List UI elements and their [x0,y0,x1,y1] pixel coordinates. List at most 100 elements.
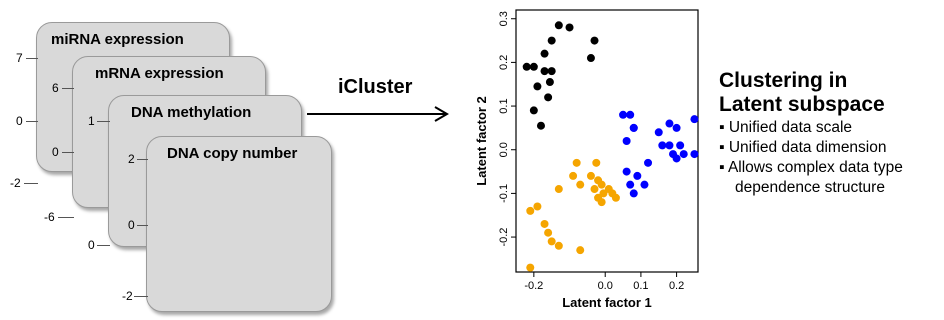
x-tick-label: 0.2 [669,280,684,292]
data-point [526,206,535,215]
tick-mark [58,217,74,218]
data-point [540,67,549,76]
data-point [586,171,595,180]
data-point [690,115,699,124]
data-point [526,263,535,272]
y-tick-label: 0.2 [498,55,510,70]
y-tick-label: 0.1 [498,98,510,113]
data-point [529,62,538,71]
data-point [629,189,638,198]
arrow-label: iCluster [338,76,413,98]
data-point [597,180,606,189]
data-point [590,36,599,45]
tick-mark [24,183,38,184]
tick-mark [26,121,38,122]
data-point [629,123,638,132]
tick-mark [134,296,148,297]
data-point [672,154,681,163]
data-point [529,106,538,115]
y-axis-label: Latent factor 2 [474,96,489,186]
data-point [569,171,578,180]
data-point [540,49,549,58]
data-point [544,228,553,237]
data-point [597,198,606,207]
arrow-right-icon [307,106,449,122]
data-point [590,185,599,194]
data-point [626,110,635,119]
data-point [599,189,608,198]
tick-label: -2 [122,289,133,303]
data-point [654,128,663,137]
data-point [547,237,556,246]
data-point [644,158,653,167]
data-point [690,150,699,159]
data-point [619,110,628,119]
bullet-item: ▪ Allows complex data type [719,159,903,176]
y-tick-label: 0.3 [498,11,510,26]
tick-label: 7 [16,51,23,65]
x-tick-label: 0.0 [598,280,613,292]
data-point [554,21,563,30]
data-point [640,180,649,189]
data-point [522,62,531,71]
data-point [622,167,631,176]
data-point [592,158,601,167]
y-tick-label: 0.0 [498,142,510,157]
tick-label: 0 [16,114,23,128]
card-title: miRNA expression [51,31,184,48]
tick-label: -2 [10,176,21,190]
data-point [540,219,549,228]
summary-heading-line1: Clustering in [719,69,848,92]
tick-mark [137,225,148,226]
data-point [622,137,631,145]
x-axis-label: Latent factor 1 [562,295,652,310]
data-point [626,180,635,189]
data-point [633,171,642,180]
tick-label: 6 [52,81,59,95]
bullet-item: ▪ Unified data dimension [719,139,887,156]
summary-bullets: ▪ Unified data scale ▪ Unified data dime… [719,118,903,198]
y-tick-label: -0.2 [498,228,510,247]
data-point [611,193,620,202]
tick-mark [62,88,74,89]
data-point [672,123,681,132]
plot-frame [515,9,699,273]
tick-label: -6 [44,210,55,224]
tick-label: 1 [88,114,95,128]
tick-label: 0 [88,238,95,252]
data-point [665,119,674,128]
data-point [547,36,556,45]
x-tick-label: -0.2 [524,280,543,292]
data-point [676,141,685,150]
data-point [547,67,556,76]
tick-mark [62,152,74,153]
card-title: DNA methylation [131,104,252,121]
tick-mark [97,245,110,246]
data-point [565,23,574,32]
card-dna-copy-number: DNA copy number [146,136,332,312]
data-point [533,82,542,91]
data-point [658,141,667,150]
scatter-plot: -0.2 -0.1 0.0 0.1 0.2 0.3 -0.2 0.0 0.1 0.2 Latent … [474,9,699,310]
bullet-item: ▪ Unified data scale [719,119,853,136]
tick-label: 0 [52,145,59,159]
data-point [586,54,595,63]
tick-label: 2 [128,152,135,166]
data-point [554,241,563,250]
data-point [554,185,563,194]
summary-heading-line2: Latent subspace [719,93,885,116]
bullet-continuation: dependence structure [735,179,885,196]
data-point [665,141,674,150]
data-point [544,93,553,102]
data-point [576,180,585,189]
data-point [545,78,554,87]
data-point [572,158,581,167]
data-point [533,202,542,211]
data-point [576,246,585,255]
tick-mark [97,121,110,122]
data-point [679,150,688,159]
y-tick-label: -0.1 [498,184,510,203]
card-title: mRNA expression [95,65,224,82]
x-tick-label: 0.1 [633,280,648,292]
tick-mark [26,58,38,59]
